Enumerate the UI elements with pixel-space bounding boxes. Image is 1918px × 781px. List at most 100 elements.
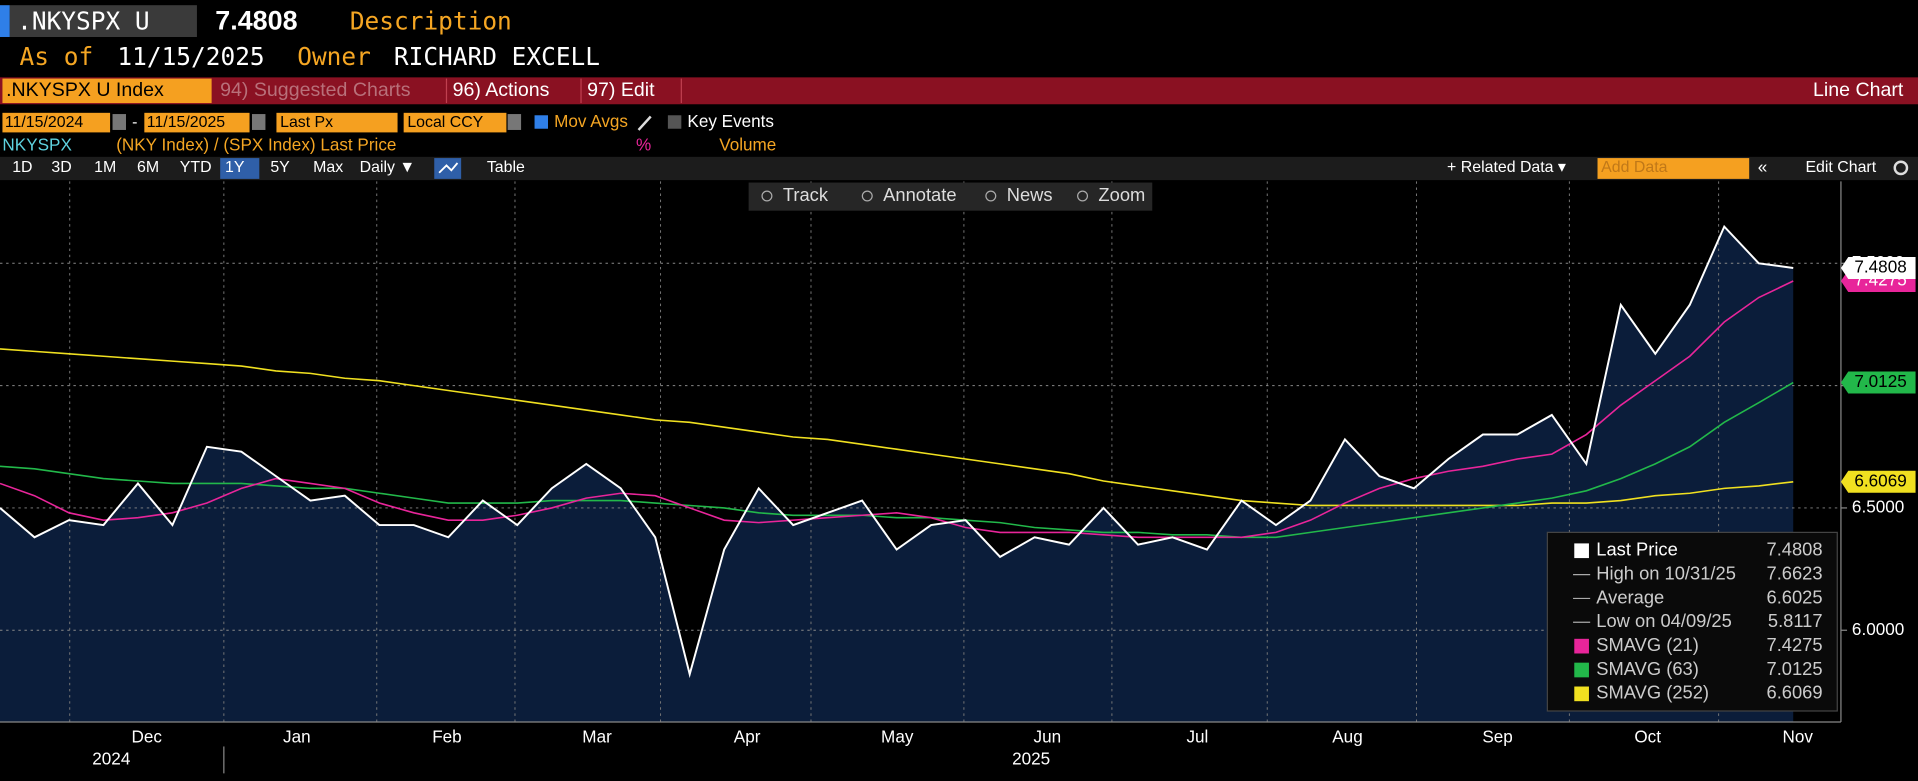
key-events-checkbox[interactable]: [667, 115, 682, 129]
end-date-field[interactable]: [144, 112, 250, 133]
tool-icon: [985, 190, 997, 202]
legend-value: 6.6069: [1767, 682, 1823, 703]
chart-tool[interactable]: Annotate: [883, 184, 956, 205]
x-tick-label: Nov: [1783, 727, 1814, 746]
plot: 6.00006.50007.00007.50006.60697.01257.42…: [0, 181, 1918, 774]
field: Last Px: [280, 114, 333, 131]
mov-avgs-checkbox[interactable]: [534, 115, 548, 129]
year-label: 2025: [1012, 749, 1050, 768]
period-buttons: 1D 3D 1M 6M YTD 1Y 5Y Max: [12, 158, 343, 179]
start-date: 11/15/2024: [5, 114, 84, 131]
end-date: 11/15/2025: [147, 114, 226, 131]
security: .NKYSPX U Index: [6, 79, 164, 101]
year-label: 2024: [92, 749, 131, 768]
legend-label: Low on 04/09/25: [1596, 610, 1732, 631]
x-tick-label: Dec: [132, 727, 163, 746]
legend-value: 5.8117: [1768, 610, 1823, 631]
legend-box: [1546, 531, 1838, 712]
add-data-field[interactable]: [1597, 158, 1750, 179]
period-button[interactable]: 1M: [94, 159, 116, 176]
ticker-box: [9, 5, 197, 37]
description: Description: [350, 6, 512, 35]
period-button[interactable]: 6M: [137, 159, 159, 176]
value-badge: [1840, 470, 1916, 493]
period-button[interactable]: Max: [313, 159, 343, 176]
x-tick-label: Mar: [582, 727, 612, 746]
focus-marker: [0, 5, 10, 37]
price: 7.4808: [215, 5, 297, 35]
start-date-field[interactable]: [2, 112, 111, 133]
x-tick-label: Apr: [734, 727, 761, 746]
value-badge-label: 7.0125: [1854, 372, 1906, 391]
tool-icon: [761, 190, 773, 202]
owner-label: Owner: [297, 42, 371, 71]
edit-chart[interactable]: Edit Chart: [1805, 159, 1876, 176]
tool-icon: [1077, 190, 1089, 202]
x-tick-label: Jul: [1186, 727, 1208, 746]
line-chart-button[interactable]: [434, 158, 462, 179]
value-badge: [1840, 371, 1916, 394]
x-tick-label: Aug: [1332, 727, 1362, 746]
chart-tool[interactable]: News: [1007, 184, 1053, 205]
active-period[interactable]: [220, 158, 260, 179]
x-tick-label: Jun: [1034, 727, 1062, 746]
legend-label: SMAVG (252): [1596, 682, 1709, 703]
settings-icon[interactable]: [1893, 160, 1909, 176]
toolbar-background: [748, 182, 1153, 211]
edit-menu[interactable]: 97) Edit: [587, 79, 655, 101]
field-select[interactable]: [276, 112, 398, 133]
series-line: [0, 280, 1794, 539]
legend-value: 6.6025: [1767, 586, 1823, 607]
table-button[interactable]: Table: [487, 159, 525, 176]
key-events: Key Events: [687, 112, 774, 131]
period-button[interactable]: 1D: [12, 159, 32, 176]
chart-kind: Line Chart: [1813, 79, 1904, 101]
legend-value: 7.0125: [1767, 658, 1823, 679]
related-data[interactable]: + Related Data ▾: [1447, 159, 1566, 176]
x-tick-label: May: [881, 727, 914, 746]
study-formula: (NKY Index) / (SPX Index) Last Price: [116, 135, 396, 154]
value-badge-label: 6.6069: [1854, 471, 1906, 490]
mov-avgs: Mov Avgs: [554, 112, 628, 131]
as-of-label: As of: [20, 42, 94, 71]
value-badge: [1840, 256, 1916, 279]
line-icon: [438, 162, 459, 174]
dropdown-icon[interactable]: [507, 114, 522, 130]
frequency[interactable]: Daily ▼: [360, 159, 415, 176]
period-button[interactable]: 5Y: [270, 159, 290, 176]
chart-tool[interactable]: Zoom: [1098, 184, 1145, 205]
calendar-icon[interactable]: [251, 114, 266, 130]
x-tick-label: Jan: [283, 727, 311, 746]
period-button[interactable]: 3D: [51, 159, 71, 176]
pencil-icon[interactable]: [637, 115, 652, 131]
study-name: NKYSPX: [2, 135, 72, 154]
legend-swatch: [1574, 638, 1589, 654]
calendar-icon[interactable]: [112, 114, 126, 130]
as-of-date: 11/15/2025: [117, 42, 264, 71]
series-line: [0, 381, 1794, 539]
legend-swatch: [1574, 686, 1589, 702]
legend: Last Price 7.4808 High on 10/31/25 7.6623 Av…: [1546, 531, 1838, 712]
y-tick-label: 6.5000: [1852, 497, 1904, 516]
chart-tool[interactable]: Track: [783, 184, 829, 205]
series-line: [0, 224, 1794, 679]
price-area: [0, 226, 1794, 722]
legend-label: High on 10/31/25: [1596, 562, 1736, 583]
collapse-icon[interactable]: «: [1758, 157, 1768, 176]
legend-swatch: [1574, 662, 1589, 678]
tool-icon: [861, 190, 873, 202]
x-tick-label: Sep: [1482, 727, 1512, 746]
period-bar: [0, 156, 1918, 181]
period-button[interactable]: 1Y: [225, 159, 245, 176]
dash: -: [132, 114, 137, 131]
suggested-charts[interactable]: 94) Suggested Charts: [220, 79, 411, 101]
ticker: .NKYSPX U: [17, 6, 150, 35]
legend-label: Average: [1596, 586, 1664, 607]
legend-label: SMAVG (63): [1596, 658, 1699, 679]
security-field[interactable]: [2, 78, 212, 104]
currency-select[interactable]: [403, 112, 507, 133]
owner: RICHARD EXCELL: [394, 42, 600, 71]
actions-menu[interactable]: 96) Actions: [453, 79, 550, 101]
period-button[interactable]: YTD: [180, 159, 212, 176]
